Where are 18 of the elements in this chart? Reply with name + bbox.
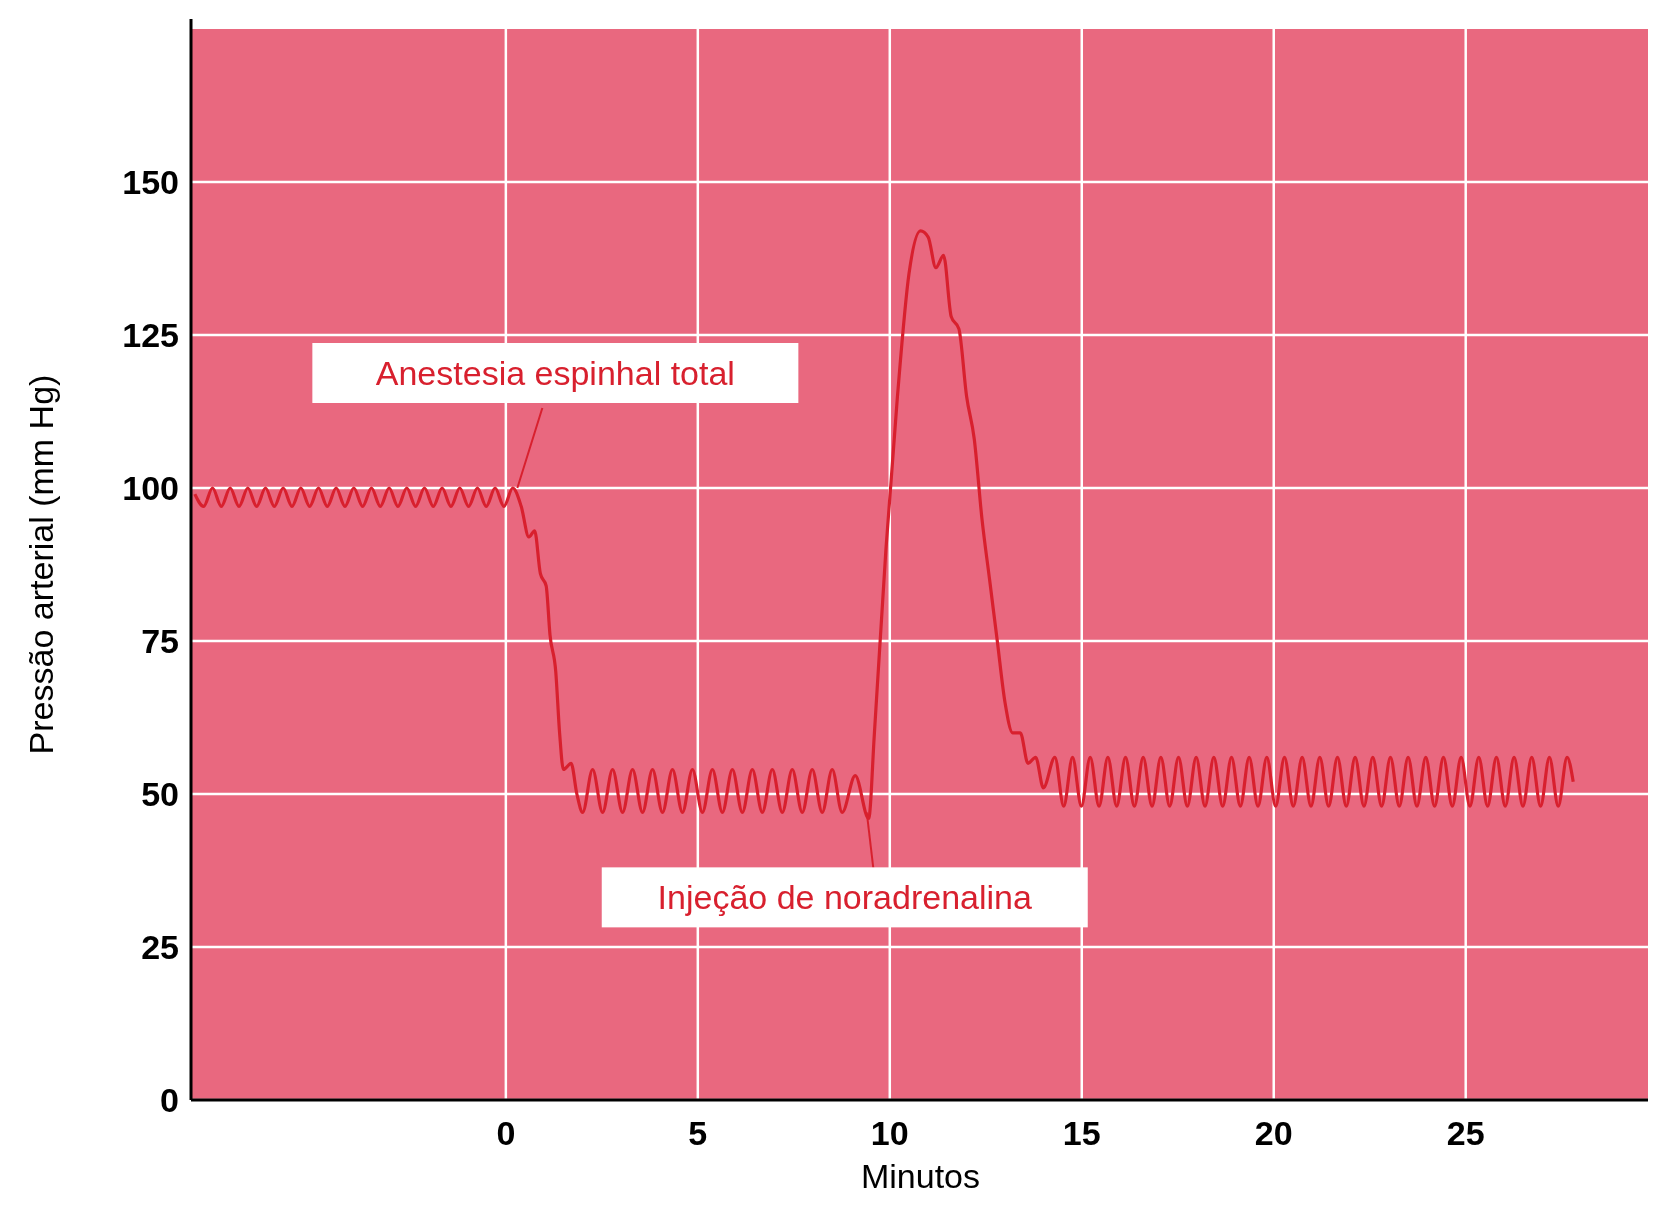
y-axis-title: Pressão arterial (mm Hg) (22, 374, 60, 755)
x-tick-label: 20 (1254, 1114, 1293, 1152)
x-tick-label: 15 (1062, 1114, 1101, 1152)
y-tick-label: 0 (160, 1080, 179, 1119)
x-tick-label: 5 (688, 1114, 708, 1152)
y-tick-label: 50 (141, 774, 179, 813)
y-tick-label: 125 (122, 315, 179, 354)
x-tick-label: 0 (496, 1114, 516, 1152)
x-axis-title: Minutos (860, 1157, 981, 1195)
y-tick-label: 75 (141, 621, 179, 660)
annotation: Injeção de noradrenalina (657, 878, 1032, 917)
x-tick-label: 10 (870, 1114, 909, 1152)
annotation: Anestesia espinhal total (375, 353, 735, 392)
y-tick-label: 100 (122, 468, 179, 507)
line-series (193, 229, 1575, 821)
x-tick-label: 25 (1446, 1114, 1485, 1152)
y-tick-label: 150 (122, 162, 179, 201)
y-tick-label: 25 (141, 927, 179, 966)
